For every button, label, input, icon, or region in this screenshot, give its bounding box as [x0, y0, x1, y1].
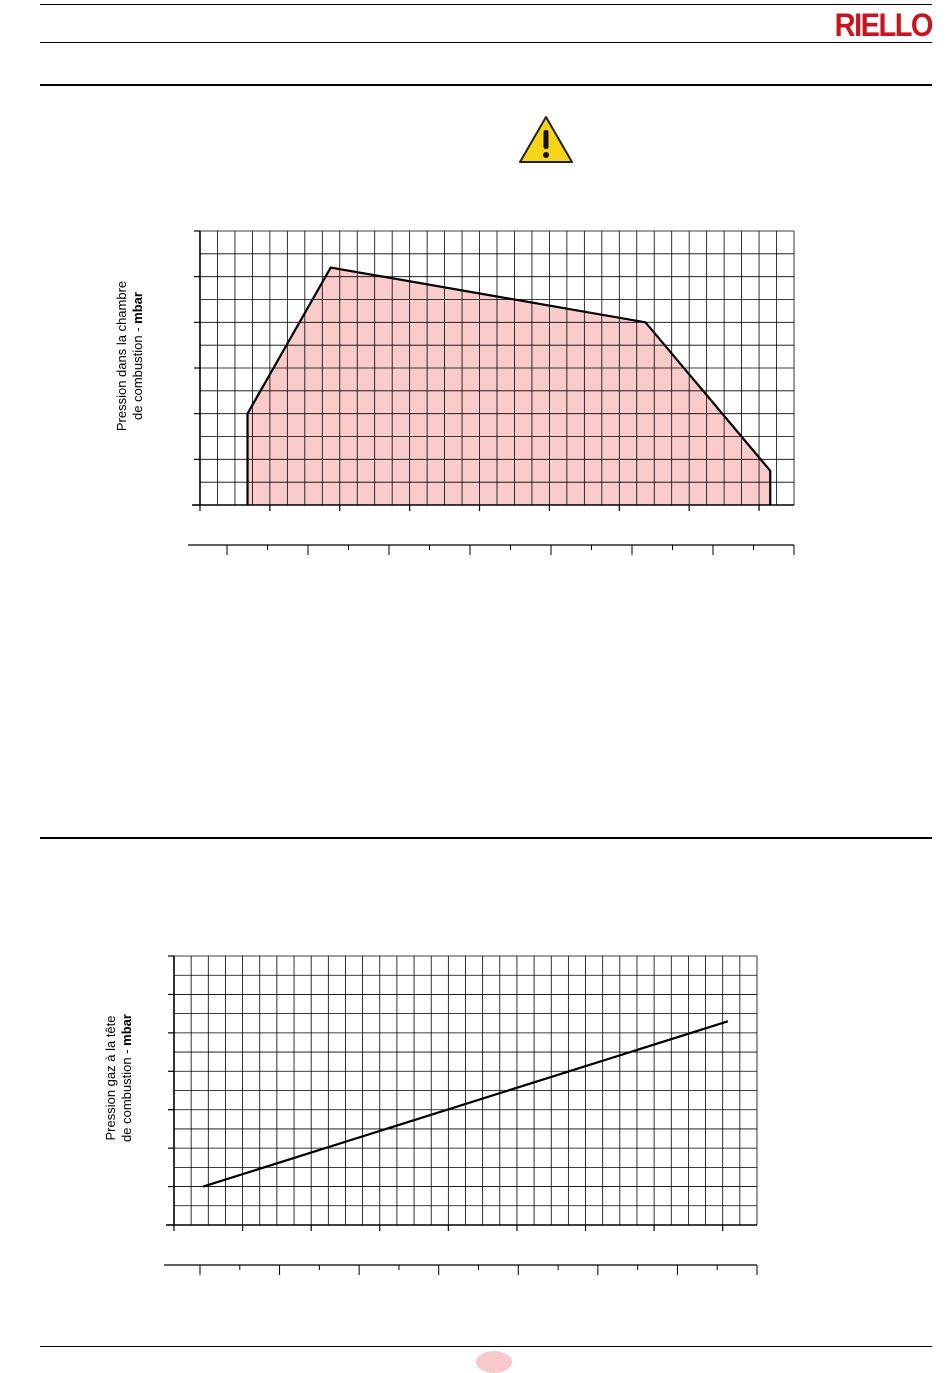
head-gas-pressure-chart	[164, 955, 758, 1275]
warning-triangle-icon	[519, 116, 573, 163]
riello-logo: RIELLO	[834, 8, 934, 44]
chart2-y-axis-label: Pression gaz à la tête de combustion - m…	[103, 1014, 134, 1142]
working-field-area	[247, 267, 771, 505]
footer-rule	[40, 1346, 932, 1347]
section-rule-2	[40, 837, 932, 839]
section-rule-1	[40, 84, 932, 86]
page-number-badge	[476, 1351, 512, 1373]
working-field-outline	[246, 266, 772, 505]
pressure-line	[202, 1020, 729, 1188]
header-rule-bottom	[40, 42, 932, 43]
header-rule-top	[40, 4, 932, 5]
combustion-chamber-pressure-chart	[188, 230, 795, 555]
